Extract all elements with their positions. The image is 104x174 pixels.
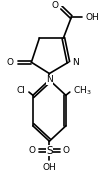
Text: N: N xyxy=(72,58,79,67)
Text: OH: OH xyxy=(43,163,56,172)
Text: CH$_3$: CH$_3$ xyxy=(73,84,91,97)
Text: O: O xyxy=(63,146,70,155)
Text: OH: OH xyxy=(86,13,100,22)
Text: Cl: Cl xyxy=(16,86,25,95)
Text: S: S xyxy=(46,146,53,156)
Text: O: O xyxy=(51,1,58,10)
Text: O: O xyxy=(29,146,36,155)
Text: O: O xyxy=(7,58,14,67)
Text: N: N xyxy=(46,75,53,84)
